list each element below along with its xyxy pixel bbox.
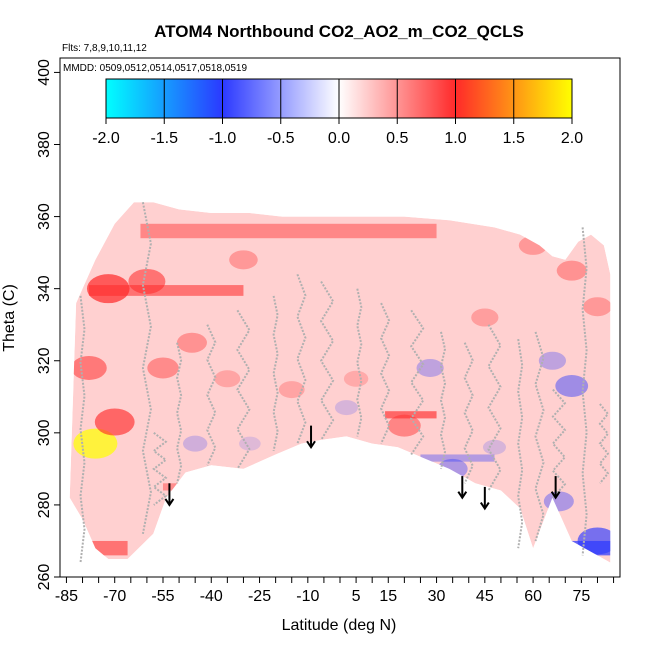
- negative-anomaly-blob: [334, 400, 358, 416]
- flight-track: [152, 431, 168, 506]
- x-axis: -85 -70 -55 -40 -25 -10 5 15 30 45 60 75: [55, 577, 615, 605]
- colorbar: -2.0 -1.5 -1.0 -0.5 0.0 0.5 1.0 1.5 2.0: [92, 78, 583, 147]
- dates-label: MMDD: 0509,0512,0514,0517,0518,0519: [63, 63, 247, 74]
- flight-tracks: [79, 202, 610, 563]
- heatmap-band: [69, 540, 128, 556]
- flight-track: [534, 331, 545, 542]
- down-arrow-icon: [164, 483, 175, 507]
- positive-anomaly-blob: [556, 260, 587, 281]
- y-tick-label: 380: [36, 131, 53, 158]
- flight-track: [176, 342, 183, 484]
- flight-track: [551, 388, 567, 499]
- flight-track: [296, 273, 307, 444]
- flight-track: [439, 331, 447, 470]
- y-tick-label: 360: [36, 203, 53, 230]
- negative-anomaly-blob: [538, 351, 567, 370]
- heatmap-band: [140, 223, 437, 239]
- positive-anomaly-blob: [583, 297, 611, 317]
- flight-track: [236, 309, 251, 470]
- positive-anomaly-blob: [229, 250, 258, 270]
- colorbar-tick-label: 2.0: [561, 130, 583, 147]
- negative-anomaly-blob: [182, 435, 208, 452]
- colorbar-tick-label: 1.0: [444, 130, 466, 147]
- colorbar-tick-label: -1.0: [209, 130, 237, 147]
- x-tick-label: 75: [572, 588, 590, 605]
- down-arrow-icon: [479, 486, 490, 511]
- down-arrow-icon: [550, 476, 561, 500]
- flight-track: [206, 324, 217, 466]
- y-tick-label: 300: [36, 419, 53, 446]
- x-tick-label: 15: [379, 588, 397, 605]
- positive-anomaly-blob: [518, 235, 548, 255]
- x-axis-label: Latitude (deg N): [282, 617, 397, 634]
- colorbar-tick-label: 0.0: [328, 130, 350, 147]
- x-tick-label: 30: [428, 588, 446, 605]
- colorbar-tick-label: -2.0: [92, 130, 120, 147]
- arrow-markers: [164, 425, 561, 511]
- x-tick-label: -55: [151, 588, 174, 605]
- flights-label: Flts: 7,8,9,10,11,12: [62, 43, 147, 54]
- colorbar-tick-label: -1.5: [150, 130, 178, 147]
- flight-track: [380, 302, 391, 445]
- heatmap-base-field: [69, 202, 611, 563]
- flight-track: [487, 324, 502, 492]
- positive-anomaly-blob: [94, 408, 135, 436]
- positive-anomaly-blob: [71, 355, 107, 380]
- flight-track: [517, 338, 524, 549]
- x-tick-label: -85: [55, 588, 78, 605]
- flight-track: [79, 295, 86, 563]
- positive-anomaly-blob: [214, 370, 241, 388]
- positive-anomaly-blob: [471, 308, 499, 327]
- y-tick-label: 400: [36, 59, 53, 86]
- positive-anomaly-blob: [278, 381, 305, 399]
- negative-anomaly-blob: [482, 439, 506, 455]
- down-arrow-icon: [306, 425, 316, 450]
- x-tick-label: -40: [200, 588, 223, 605]
- heatmap-field: [69, 202, 611, 563]
- heatmap-band: [88, 285, 244, 296]
- positive-anomaly-blob: [343, 370, 369, 387]
- flight-track: [409, 309, 425, 456]
- y-axis-label: Theta (C): [1, 284, 18, 352]
- chart-title: ATOM4 Northbound CO2_AO2_m_CO2_QCLS: [154, 22, 524, 41]
- y-axis: 260 280 300 320 340 360 380 400: [36, 59, 60, 590]
- colorbar-tick-label: 1.5: [503, 130, 525, 147]
- down-arrow-icon: [457, 476, 468, 500]
- heatmap-band: [420, 454, 495, 462]
- colorbar-ticks: -2.0 -1.5 -1.0 -0.5 0.0 0.5 1.0 1.5 2.0: [92, 79, 583, 147]
- positive-anomaly-blob: [387, 414, 421, 437]
- y-tick-label: 320: [36, 347, 53, 374]
- x-tick-label: -25: [248, 588, 271, 605]
- y-tick-label: 260: [36, 564, 53, 591]
- heatmap-band: [565, 540, 611, 556]
- x-tick-label: 5: [352, 588, 361, 605]
- positive-anomaly-blob: [73, 428, 118, 459]
- flight-track: [272, 295, 279, 452]
- heatmap-band: [385, 411, 437, 419]
- x-tick-label: 60: [524, 588, 542, 605]
- flight-track: [356, 288, 363, 437]
- x-tick-label: 45: [476, 588, 494, 605]
- flight-track: [141, 202, 152, 534]
- flight-track: [463, 342, 474, 484]
- flight-track: [598, 403, 610, 484]
- positive-anomaly-blob: [176, 332, 207, 353]
- colorbar-tick-label: 0.5: [386, 130, 408, 147]
- x-tick-label: -70: [103, 588, 126, 605]
- flight-track: [581, 227, 588, 556]
- flight-track: [319, 280, 335, 441]
- heatmap-bands: [69, 223, 611, 556]
- y-tick-label: 280: [36, 491, 53, 518]
- x-tick-label: -10: [296, 588, 319, 605]
- negative-anomaly-blob: [555, 374, 589, 397]
- positive-anomaly-blob: [147, 357, 179, 379]
- colorbar-tick-label: -0.5: [267, 130, 295, 147]
- y-tick-label: 340: [36, 275, 53, 302]
- heatmap-band: [162, 483, 186, 491]
